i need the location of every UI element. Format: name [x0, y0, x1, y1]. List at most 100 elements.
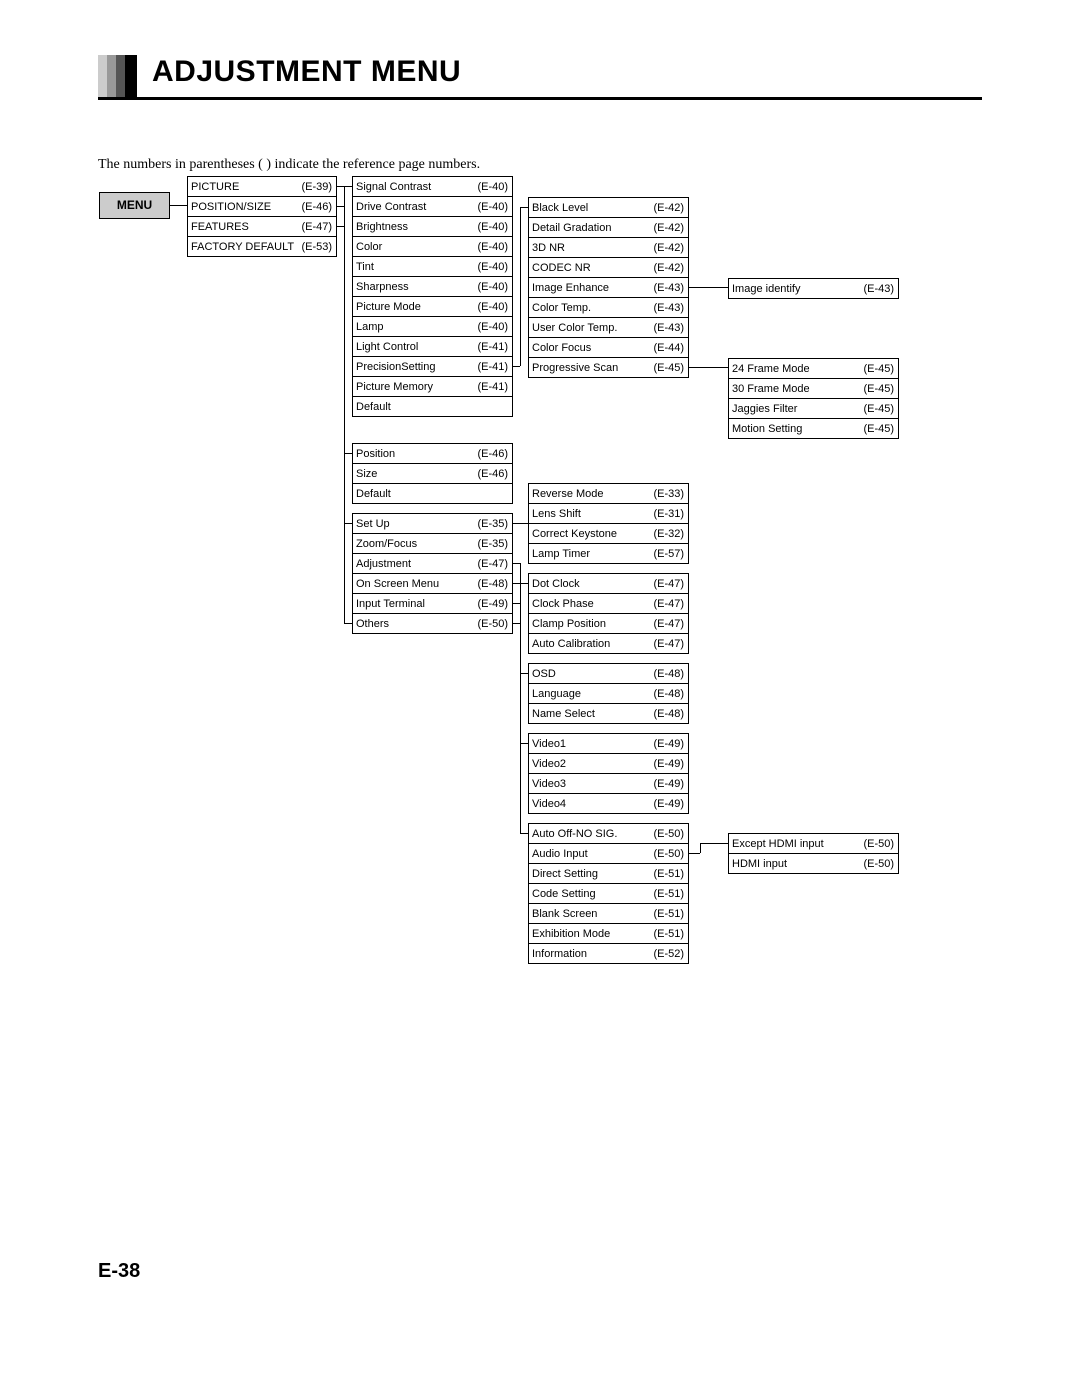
table-row: OSD(E-48) — [529, 664, 688, 684]
row-label: Progressive Scan — [529, 358, 647, 377]
row-label: POSITION/SIZE — [188, 197, 295, 216]
table-row: Input Terminal(E-49) — [353, 594, 512, 614]
connector-line — [344, 453, 352, 454]
row-label: 30 Frame Mode — [729, 379, 857, 398]
row-ref: (E-48) — [647, 664, 688, 683]
table-row: Detail Gradation(E-42) — [529, 218, 688, 238]
row-label: CODEC NR — [529, 258, 647, 277]
table-row: 30 Frame Mode(E-45) — [729, 379, 898, 399]
connector-line — [520, 563, 521, 833]
row-ref: (E-32) — [647, 524, 688, 543]
table-row: Jaggies Filter(E-45) — [729, 399, 898, 419]
row-ref: (E-52) — [647, 944, 688, 963]
row-label: 3D NR — [529, 238, 647, 257]
row-label: Direct Setting — [529, 864, 647, 883]
table-row: Progressive Scan(E-45) — [529, 358, 688, 378]
table-row: Direct Setting(E-51) — [529, 864, 688, 884]
table-row: Auto Calibration(E-47) — [529, 634, 688, 654]
table-row: Dot Clock(E-47) — [529, 574, 688, 594]
row-ref: (E-35) — [471, 514, 512, 533]
table-row: Code Setting(E-51) — [529, 884, 688, 904]
row-ref: (E-41) — [471, 337, 512, 356]
row-ref: (E-40) — [471, 237, 512, 256]
table-row: Color(E-40) — [353, 237, 512, 257]
table-row: Black Level(E-42) — [529, 198, 688, 218]
row-label: PICTURE — [188, 177, 295, 196]
row-ref: (E-51) — [647, 884, 688, 903]
table-row: Signal Contrast(E-40) — [353, 177, 512, 197]
table-row: Clock Phase(E-47) — [529, 594, 688, 614]
table-row: Reverse Mode(E-33) — [529, 484, 688, 504]
row-label: Default — [353, 397, 502, 416]
row-ref: (E-50) — [647, 824, 688, 843]
connector-line — [688, 287, 728, 288]
table-row: Default — [353, 484, 512, 504]
row-label: User Color Temp. — [529, 318, 647, 337]
connector-line — [170, 205, 187, 206]
table-row: Information(E-52) — [529, 944, 688, 964]
row-label: Clock Phase — [529, 594, 647, 613]
table-row: Picture Memory(E-41) — [353, 377, 512, 397]
row-label: Color Temp. — [529, 298, 647, 317]
row-ref: (E-40) — [471, 277, 512, 296]
table-row: Video1(E-49) — [529, 734, 688, 754]
row-ref: (E-57) — [647, 544, 688, 563]
row-ref: (E-51) — [647, 904, 688, 923]
row-label: Black Level — [529, 198, 647, 217]
row-label: FACTORY DEFAULT — [188, 237, 301, 256]
row-label: Correct Keystone — [529, 524, 647, 543]
row-label: Blank Screen — [529, 904, 647, 923]
table-row: Correct Keystone(E-32) — [529, 524, 688, 544]
table-row: FEATURES(E-47) — [188, 217, 336, 237]
connector-line — [700, 843, 701, 853]
table-row: Image Enhance(E-43) — [529, 278, 688, 298]
table-row: Size(E-46) — [353, 464, 512, 484]
row-ref: (E-50) — [647, 844, 688, 863]
row-label: Motion Setting — [729, 419, 857, 438]
row-label: On Screen Menu — [353, 574, 471, 593]
row-label: Color Focus — [529, 338, 647, 357]
row-label: Others — [353, 614, 471, 633]
connector-line — [520, 207, 521, 366]
row-ref: (E-41) — [471, 357, 512, 376]
row-ref: (E-47) — [647, 614, 688, 633]
table-row: Video4(E-49) — [529, 794, 688, 814]
page: ADJUSTMENT MENU The numbers in parenthes… — [0, 0, 1080, 1397]
connector-line — [512, 563, 520, 564]
menu-table-imageEnhance: Image identify(E-43) — [728, 278, 899, 299]
row-ref: (E-51) — [647, 864, 688, 883]
row-label: Set Up — [353, 514, 471, 533]
table-row: PICTURE(E-39) — [188, 177, 336, 197]
row-ref — [502, 484, 512, 503]
table-row: Exhibition Mode(E-51) — [529, 924, 688, 944]
row-label: Except HDMI input — [729, 834, 863, 853]
row-label: Drive Contrast — [353, 197, 471, 216]
row-ref: (E-40) — [471, 297, 512, 316]
row-label: Color — [353, 237, 471, 256]
row-label: Signal Contrast — [353, 177, 471, 196]
row-label: Auto Off-NO SIG. — [529, 824, 647, 843]
row-label: 24 Frame Mode — [729, 359, 857, 378]
table-row: Color Temp.(E-43) — [529, 298, 688, 318]
menu-table-features: Set Up(E-35)Zoom/Focus(E-35)Adjustment(E… — [352, 513, 513, 634]
row-ref: (E-47) — [647, 594, 688, 613]
menu-table-positionSize: Position(E-46)Size(E-46)Default — [352, 443, 513, 504]
row-ref: (E-42) — [647, 258, 688, 277]
menu-table-setup: Reverse Mode(E-33)Lens Shift(E-31)Correc… — [528, 483, 689, 564]
row-label: Lamp Timer — [529, 544, 647, 563]
row-label: Audio Input — [529, 844, 647, 863]
title-block-icon — [98, 55, 148, 97]
row-ref — [502, 397, 512, 416]
row-ref: (E-42) — [647, 238, 688, 257]
table-row: Drive Contrast(E-40) — [353, 197, 512, 217]
row-ref: (E-49) — [647, 774, 688, 793]
connector-line — [688, 367, 728, 368]
table-row: CODEC NR(E-42) — [529, 258, 688, 278]
row-ref: (E-46) — [471, 444, 512, 463]
menu-table-others: Auto Off-NO SIG.(E-50)Audio Input(E-50)D… — [528, 823, 689, 964]
connector-line — [344, 623, 352, 624]
row-label: Jaggies Filter — [729, 399, 857, 418]
row-label: Video4 — [529, 794, 647, 813]
table-row: 24 Frame Mode(E-45) — [729, 359, 898, 379]
row-ref: (E-50) — [857, 854, 898, 873]
